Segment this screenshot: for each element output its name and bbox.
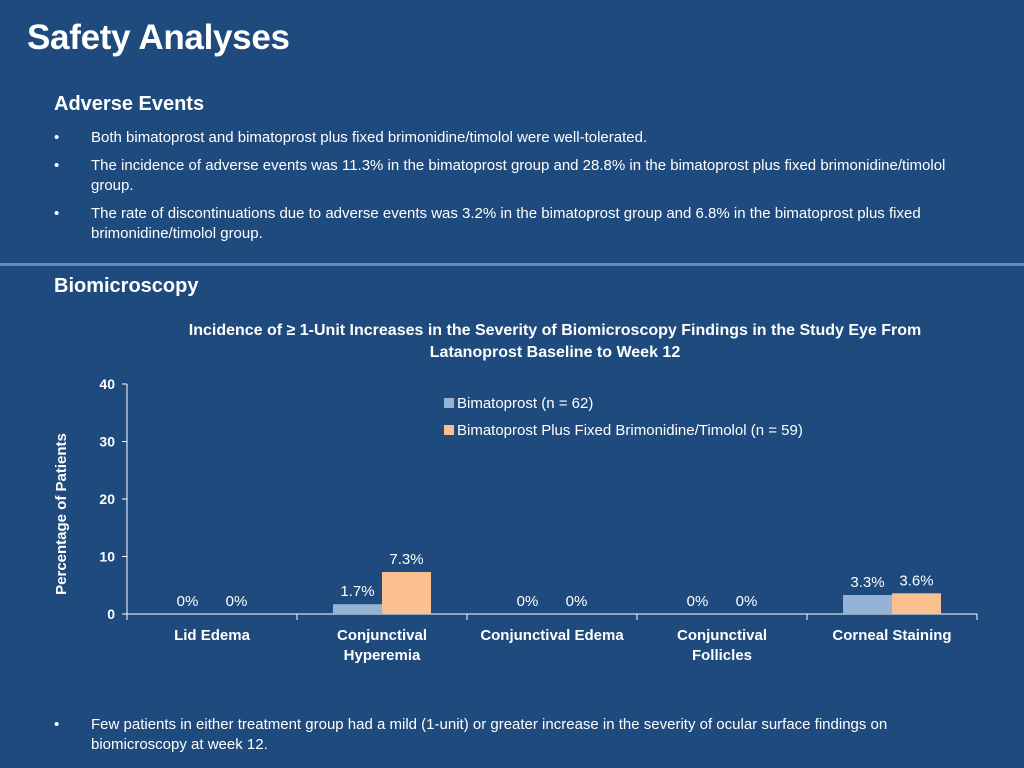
bar bbox=[333, 604, 382, 614]
y-tick-label: 20 bbox=[99, 491, 115, 507]
list-item: • The rate of discontinuations due to adv… bbox=[54, 205, 921, 242]
x-tick-label: Conjunctival bbox=[337, 627, 427, 644]
x-tick-label: Follicles bbox=[692, 647, 752, 664]
bar bbox=[843, 595, 892, 614]
list-item: • Few patients in either treatment group … bbox=[54, 716, 888, 753]
data-label: 3.3% bbox=[850, 574, 884, 591]
adverse-events-heading: Adverse Events bbox=[54, 93, 205, 115]
x-tick-label: Lid Edema bbox=[174, 627, 251, 644]
data-label: 0% bbox=[177, 593, 199, 610]
data-label: 0% bbox=[566, 593, 588, 610]
page-title: Safety Analyses bbox=[27, 18, 290, 57]
bar bbox=[892, 593, 941, 614]
legend-label: Bimatoprost (n = 62) bbox=[457, 395, 593, 412]
bullet-icon: • bbox=[54, 129, 60, 146]
bullet-icon: • bbox=[54, 205, 60, 222]
bullet-icon: • bbox=[54, 716, 60, 733]
data-label: 0% bbox=[736, 593, 758, 610]
data-label: 3.6% bbox=[899, 572, 933, 589]
data-label: 7.3% bbox=[389, 551, 423, 568]
chart-title: Incidence of ≥ 1-Unit Increases in the S… bbox=[188, 322, 922, 361]
biomicroscopy-heading: Biomicroscopy bbox=[54, 275, 199, 297]
data-label: 0% bbox=[226, 593, 248, 610]
list-item: • The incidence of adverse events was 11.… bbox=[54, 157, 946, 194]
legend-swatch bbox=[444, 425, 454, 435]
legend-label: Bimatoprost Plus Fixed Brimonidine/Timol… bbox=[457, 422, 803, 439]
x-tick-label: Hyperemia bbox=[344, 647, 421, 664]
data-label: 0% bbox=[687, 593, 709, 610]
y-tick-label: 40 bbox=[99, 376, 115, 392]
bullet-icon: • bbox=[54, 157, 60, 174]
y-tick-label: 30 bbox=[99, 434, 115, 450]
y-axis-label: Percentage of Patients bbox=[53, 433, 70, 595]
data-label: 1.7% bbox=[340, 583, 374, 600]
adverse-events-list: • Both bimatoprost and bimatoprost plus f… bbox=[54, 128, 954, 252]
bar bbox=[382, 572, 431, 614]
x-tick-label: Conjunctival Edema bbox=[480, 627, 624, 644]
x-tick-label: Conjunctival bbox=[677, 627, 767, 644]
y-tick-label: 10 bbox=[99, 549, 115, 565]
legend-swatch bbox=[444, 398, 454, 408]
data-label: 0% bbox=[517, 593, 539, 610]
list-item: • Both bimatoprost and bimatoprost plus f… bbox=[54, 129, 648, 146]
biomicroscopy-list: • Few patients in either treatment group … bbox=[54, 715, 954, 763]
y-tick-label: 0 bbox=[107, 606, 115, 622]
section-divider bbox=[0, 263, 1024, 266]
x-tick-label: Corneal Staining bbox=[832, 627, 951, 644]
